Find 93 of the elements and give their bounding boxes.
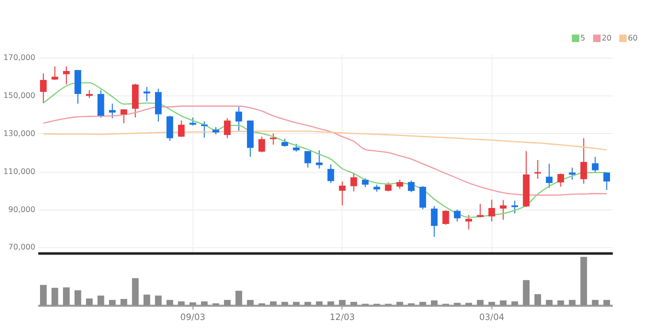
candlestick: [603, 172, 610, 190]
bar: [86, 298, 93, 306]
bar: [246, 300, 254, 306]
bar: [557, 300, 564, 306]
candlestick: [258, 136, 266, 153]
candlestick: [109, 103, 116, 119]
candlestick: [454, 209, 461, 222]
bar: [396, 302, 404, 306]
bar: [316, 301, 323, 306]
bar: [154, 296, 162, 306]
bar: [224, 300, 231, 306]
bar: [189, 302, 196, 306]
bar: [465, 302, 472, 306]
bar: [419, 302, 426, 306]
candlestick: [580, 138, 588, 184]
x-tick-label: 09/03: [180, 313, 206, 324]
bar: [292, 302, 300, 306]
y-tick-label: 150,000: [3, 90, 36, 100]
candlestick: [200, 120, 208, 138]
bar: [454, 302, 461, 306]
candlestick: [120, 108, 128, 124]
candlestick: [396, 179, 404, 190]
bar: [63, 287, 70, 306]
x-tick-label: 12/03: [330, 313, 355, 324]
bar: [270, 301, 277, 306]
candlestick: [592, 156, 599, 174]
bar: [488, 302, 496, 306]
bar: [166, 300, 174, 306]
bar: [534, 294, 542, 306]
candlestick: [557, 173, 564, 188]
bar: [511, 301, 518, 306]
candlestick: [166, 115, 174, 142]
bar: [281, 302, 288, 306]
x-tick-label: 03/04: [479, 313, 505, 324]
bar: [338, 300, 346, 306]
bar: [120, 298, 128, 306]
legend-label: 60: [628, 33, 638, 42]
candlestick: [350, 173, 358, 192]
candlestick: [74, 70, 82, 104]
candlestick: [488, 199, 496, 222]
candlestick: [316, 150, 323, 170]
candlestick: [408, 180, 415, 193]
bar: [500, 300, 507, 306]
bar: [52, 288, 58, 306]
bar: [603, 300, 610, 306]
bar: [178, 301, 185, 306]
legend-label: 5: [580, 33, 586, 42]
candlestick: [304, 150, 312, 168]
bar: [235, 290, 242, 306]
bar: [546, 300, 553, 306]
candlestick: [63, 66, 70, 85]
legend-label: 20: [602, 33, 612, 42]
bar: [522, 280, 530, 306]
bar: [109, 300, 116, 306]
candlestick: [500, 200, 507, 220]
candlestick: [546, 163, 553, 188]
bar: [98, 296, 104, 306]
bar: [580, 256, 588, 306]
candlestick: [442, 210, 450, 226]
bar: [144, 294, 150, 306]
bar: [430, 300, 438, 306]
candlestick: [338, 180, 346, 206]
bar: [476, 300, 484, 306]
candlestick: [154, 88, 162, 122]
candlestick: [419, 186, 426, 210]
candlestick: [465, 214, 472, 230]
bar: [132, 278, 139, 306]
bar: [74, 290, 82, 306]
bar: [40, 284, 47, 306]
candlestick: [52, 66, 58, 80]
candlestick: [568, 167, 576, 180]
candlestick: [270, 132, 277, 146]
bar: [568, 300, 576, 306]
candlestick: [144, 86, 150, 102]
y-tick-label: 90,000: [8, 204, 36, 214]
candlestick: [178, 120, 185, 138]
candlestick: [235, 106, 242, 132]
candlestick: [327, 164, 334, 184]
bar: [327, 301, 334, 306]
candlestick: [430, 206, 438, 238]
candlestick: [534, 160, 542, 180]
candlestick: [98, 90, 104, 118]
bar: [592, 300, 599, 306]
y-tick-label: 170,000: [3, 52, 36, 62]
candlestick: [224, 118, 231, 139]
y-tick-label: 110,000: [3, 166, 36, 176]
y-tick-label: 130,000: [3, 128, 36, 138]
candlestick: [476, 203, 484, 218]
bar: [200, 301, 208, 306]
y-tick-label: 70,000: [8, 242, 36, 252]
bar: [304, 302, 312, 306]
bar: [350, 302, 358, 306]
candlestick: [40, 72, 47, 104]
